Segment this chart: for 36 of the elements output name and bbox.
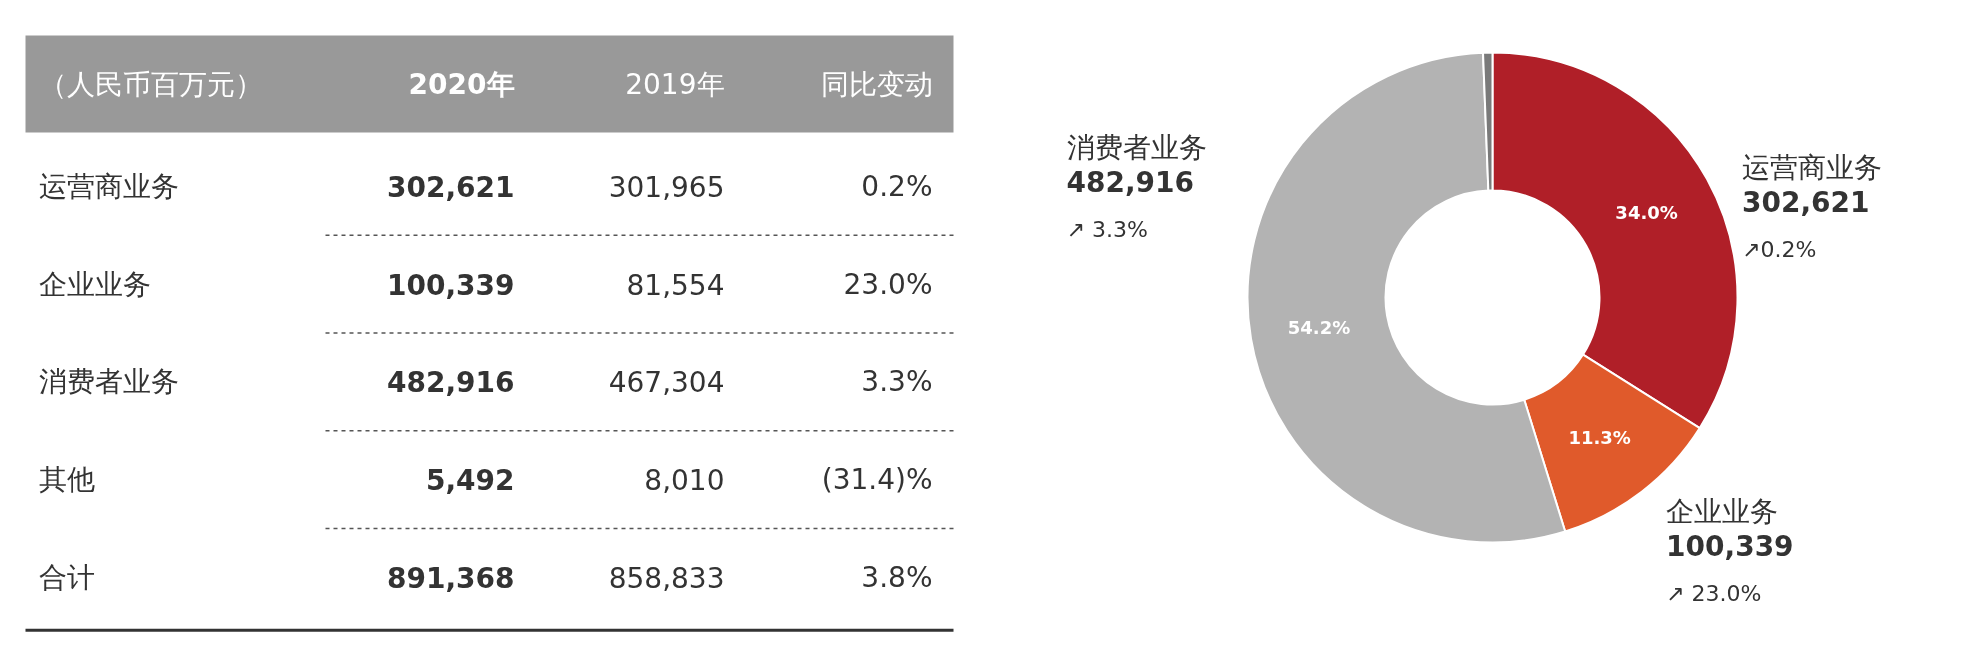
- text: 0.2%: [861, 170, 933, 203]
- text: 81,554: [626, 268, 725, 302]
- data-label: 302,621: [1742, 185, 1870, 219]
- text: ↗ 3.3%: [1066, 217, 1148, 242]
- text: 5,492: [425, 464, 515, 498]
- text: 3.3%: [861, 365, 933, 399]
- category-label: 2020年: [408, 68, 515, 101]
- text: 891,368: [386, 561, 515, 595]
- category-label: 同比变动: [820, 68, 933, 101]
- data-label: 100,339: [1666, 530, 1794, 564]
- text: 100,339: [386, 268, 515, 302]
- data-label: 482,916: [1066, 166, 1195, 199]
- category-label: 企业业务: [38, 267, 151, 301]
- text: 302,621: [386, 171, 515, 204]
- slice-label: 消费者业务: [1066, 131, 1207, 164]
- text: 482,916: [386, 366, 515, 400]
- category-label: 其他: [38, 463, 95, 497]
- text: 54.2%: [1287, 316, 1351, 338]
- text: 467,304: [608, 366, 725, 400]
- category-label: 运营商业务: [38, 170, 179, 203]
- category-label: 合计: [38, 560, 95, 594]
- text: 23.0%: [843, 267, 933, 301]
- text: 301,965: [608, 171, 725, 204]
- slice-label: 运营商业务: [1742, 150, 1883, 184]
- text: (31.4)%: [821, 463, 933, 497]
- text: 8,010: [644, 464, 725, 498]
- text: 11.3%: [1568, 426, 1631, 448]
- text: 858,833: [608, 561, 725, 595]
- slice-label: 企业业务: [1666, 495, 1779, 529]
- text: ↗0.2%: [1742, 236, 1817, 262]
- text: 34.0%: [1615, 201, 1678, 223]
- category-label: 消费者业务: [38, 365, 179, 399]
- text: ↗ 23.0%: [1666, 581, 1762, 607]
- text: （人民币百万元）: [38, 68, 263, 101]
- category-label: 2019年: [625, 68, 725, 101]
- text: 3.8%: [861, 560, 933, 594]
